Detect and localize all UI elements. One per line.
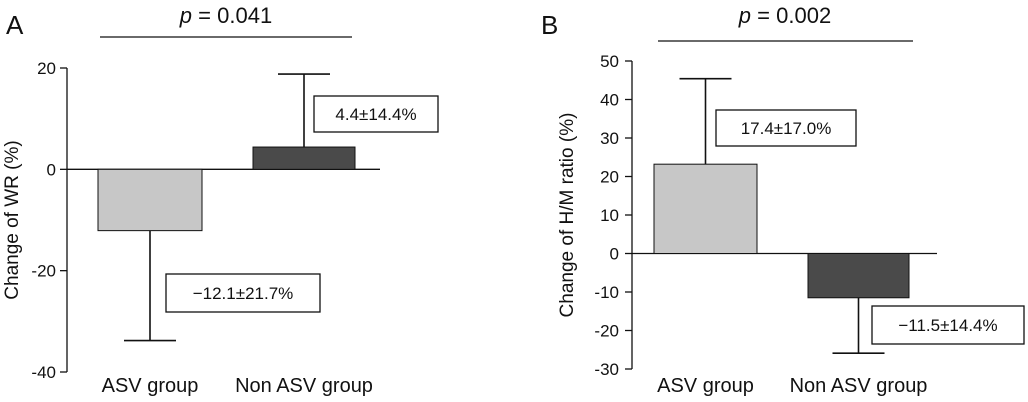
panel-b-y-axis-title: Change of H/M ratio (%) <box>557 113 578 318</box>
panel-b-y-tick-label: -30 <box>594 360 619 379</box>
panel-a-y-axis-title: Change of WR (%) <box>2 140 23 299</box>
panel-a-category-label: ASV group <box>102 375 199 397</box>
panel-a-y-tick-label: -20 <box>31 262 56 281</box>
panel-b-data-label-box <box>715 109 857 147</box>
panel-b-y-tick-label: -10 <box>594 283 619 302</box>
panel-b-p-value: p = 0.002 <box>738 3 831 28</box>
panel-b-y-tick-label: 0 <box>610 245 619 264</box>
panel-a-category-label: Non ASV group <box>235 375 373 397</box>
panel-b-data-label: 17.4±17.0% <box>741 119 832 138</box>
panel-b-data-label-box <box>871 305 1025 345</box>
panel-b-y-tick-label: -20 <box>594 322 619 341</box>
panel-a-letter: A <box>6 10 24 40</box>
panel-b-y-tick-label: 30 <box>600 129 619 148</box>
panel-a-bar-non-asv <box>252 146 356 170</box>
panel-a-data-label-box <box>313 95 439 133</box>
panel-b-category-label: ASV group <box>657 375 754 397</box>
panel-a-y-tick-label: 20 <box>37 59 56 78</box>
panel-b-y-tick-label: 50 <box>600 52 619 71</box>
panel-a-bar-asv <box>97 168 203 232</box>
panel-b-bar-asv <box>653 163 758 254</box>
panel-a-p-value: p = 0.041 <box>179 3 272 28</box>
panel-b-data-label: −11.5±14.4% <box>898 316 997 335</box>
panel-b-letter: B <box>541 10 558 40</box>
panel-a-data-label: −12.1±21.7% <box>193 284 294 303</box>
panel-a-y-tick-label: 0 <box>47 160 56 179</box>
panel-a-data-label-box <box>165 273 321 313</box>
panel-a-data-label: 4.4±14.4% <box>335 105 416 124</box>
panel-b-bar-non-asv <box>807 253 910 299</box>
panel-a-y-tick-label: -40 <box>31 363 56 382</box>
panel-b-y-tick-label: 40 <box>600 91 619 110</box>
panel-b-category-label: Non ASV group <box>790 375 928 397</box>
panel-b-y-tick-label: 10 <box>600 206 619 225</box>
panel-b-y-tick-label: 20 <box>600 168 619 187</box>
